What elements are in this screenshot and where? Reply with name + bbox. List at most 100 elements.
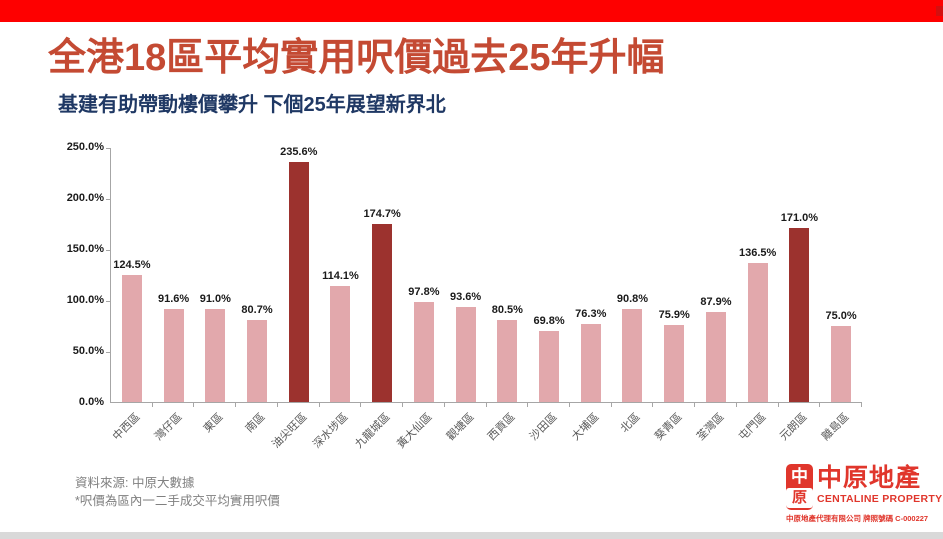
y-axis-tick-label: 0.0%: [78, 396, 104, 408]
bar-value-label: 80.7%: [241, 303, 273, 316]
x-axis-label: 南區: [243, 411, 268, 436]
x-axis-tick: [735, 403, 737, 407]
x-axis-tick: [360, 403, 362, 407]
bar-slot: 75.0% 離島區: [820, 148, 862, 443]
bar-value-label: 75.9%: [658, 308, 690, 321]
bar-value-label: 174.7%: [363, 207, 401, 220]
bottom-gray-bar: [0, 532, 943, 539]
bar: [205, 309, 226, 402]
bar-slot: 80.7% 南區: [236, 148, 278, 435]
x-axis-tick: [443, 403, 445, 407]
x-axis-label: 大埔區: [569, 411, 602, 443]
x-axis-label: 西貢區: [486, 411, 518, 443]
bar: [330, 285, 351, 402]
bar-slot: 93.6% 觀塘區: [444, 148, 487, 443]
bar-slot: 114.1% 深水埗區: [311, 148, 362, 451]
x-axis-label: 觀塘區: [444, 411, 477, 443]
x-axis-tick: [694, 403, 696, 407]
bar-value-label: 97.8%: [408, 286, 440, 299]
x-axis-label: 元朗區: [778, 411, 810, 443]
bars-container: 124.5% 中西區 91.6% 灣仔區 91.0% 東區 80.7% 南區 235.6% 油尖旺…: [111, 145, 862, 451]
y-axis-tick-label: 150.0%: [66, 243, 104, 255]
logo-license: 中原地產代理有限公司 牌照號碼 C-000227: [786, 514, 929, 523]
bar-value-label: 136.5%: [738, 246, 777, 259]
bar-chart: 0.0% 50.0% 100.0% 150.0% 200.0% 250.0% 124.5%…: [60, 141, 880, 472]
bar: [580, 324, 601, 402]
bar: [121, 275, 142, 402]
bar-value-label: 171.0%: [780, 211, 819, 224]
bar: [163, 308, 184, 402]
bar-slot: 91.6% 灣仔區: [152, 148, 195, 443]
x-axis-label: 油尖旺區: [269, 411, 310, 451]
bar: [622, 309, 643, 402]
x-axis-tick: [861, 403, 862, 407]
bar-slot: 80.5% 西貢區: [486, 148, 528, 443]
bar-slot: 75.9% 葵青區: [653, 148, 695, 443]
logo-name-cn: 中原地產: [817, 464, 922, 492]
x-axis-label: 離島區: [819, 411, 852, 443]
x-axis-label: 中西區: [110, 411, 143, 443]
bar: [247, 319, 268, 402]
seal-top-char: 中: [791, 466, 808, 486]
y-axis-tick-label: 200.0%: [66, 192, 104, 204]
y-axis-tick: [106, 148, 110, 149]
bar-slot: 124.5% 中西區: [111, 148, 153, 443]
bar: [288, 161, 309, 402]
bar-value-label: 69.8%: [533, 314, 565, 327]
bar: [372, 223, 393, 402]
centaline-logo: 中 原 中原地產 CENTALINE PROPERTY 中原地產代理有限公司 牌…: [786, 464, 942, 524]
logo-name-en: CENTALINE PROPERTY: [817, 492, 943, 505]
x-axis-tick: [193, 403, 195, 407]
bar-slot: 69.8% 沙田區: [528, 148, 570, 443]
bar-value-label: 114.1%: [322, 269, 359, 282]
page-title: 全港18區平均實用呎價過去25年升幅: [48, 37, 665, 79]
y-axis-tick: [106, 199, 110, 200]
top-red-bar: [0, 0, 943, 22]
bar-slot: 76.3% 大埔區: [570, 148, 612, 443]
x-axis-tick: [276, 403, 278, 407]
bar-slot: 90.8% 北區: [612, 148, 654, 435]
plot-area: 124.5% 中西區 91.6% 灣仔區 91.0% 東區 80.7% 南區 235.6% 油尖旺…: [110, 145, 862, 451]
x-axis-tick: [610, 403, 612, 407]
bar-slot: 235.6% 油尖旺區: [270, 145, 320, 451]
source-note: 資料來源: 中原大數據 *呎價為區內一二手成交平均實用呎價: [75, 474, 280, 510]
x-axis-label: 灣仔區: [152, 411, 185, 443]
x-axis-label: 葵青區: [652, 411, 685, 443]
y-axis-tick: [106, 352, 110, 353]
source-line: 資料來源: 中原大數據: [75, 476, 195, 490]
bar-slot: 174.7% 九龍城區: [353, 148, 403, 451]
centaline-seal-icon: 中 原: [786, 464, 813, 510]
bar-value-label: 93.6%: [450, 290, 482, 303]
y-axis-tick-label: 100.0%: [66, 294, 104, 306]
bar: [664, 324, 685, 402]
x-axis-label: 沙田區: [527, 411, 560, 443]
bar-slot: 87.9% 荃灣區: [695, 148, 737, 443]
x-axis-tick: [568, 403, 570, 407]
subtitle: 基建有助帶動樓價攀升 下個25年展望新界北: [58, 94, 446, 116]
bar: [413, 302, 434, 402]
x-axis-tick: [652, 403, 654, 407]
bar-slot: 136.5% 屯門區: [736, 148, 779, 443]
x-axis-label: 荃灣區: [694, 411, 727, 443]
bar-value-label: 87.9%: [700, 296, 732, 309]
bar-value-label: 75.0%: [825, 309, 857, 322]
logo-text: 中原地產 CENTALINE PROPERTY: [817, 464, 942, 505]
bar-value-label: 80.5%: [491, 303, 523, 316]
bar-slot: 97.8% 黃大仙區: [395, 148, 445, 450]
y-axis-tick: [106, 301, 110, 302]
bar: [497, 319, 518, 402]
corner-decoration: [936, 6, 943, 16]
x-axis-tick: [819, 403, 821, 407]
x-axis-label: 東區: [201, 411, 226, 436]
bar-value-label: 76.3%: [575, 308, 607, 321]
x-axis-tick: [402, 403, 404, 407]
x-axis-label: 深水埗區: [311, 411, 352, 451]
seal-bottom-char: 原: [786, 487, 813, 508]
bar-value-label: 91.6%: [157, 292, 190, 305]
x-axis-tick: [235, 403, 237, 407]
bar-value-label: 235.6%: [280, 145, 318, 158]
bar-value-label: 124.5%: [113, 259, 151, 272]
x-axis-tick: [527, 403, 529, 407]
y-axis-tick-label: 50.0%: [72, 345, 104, 357]
